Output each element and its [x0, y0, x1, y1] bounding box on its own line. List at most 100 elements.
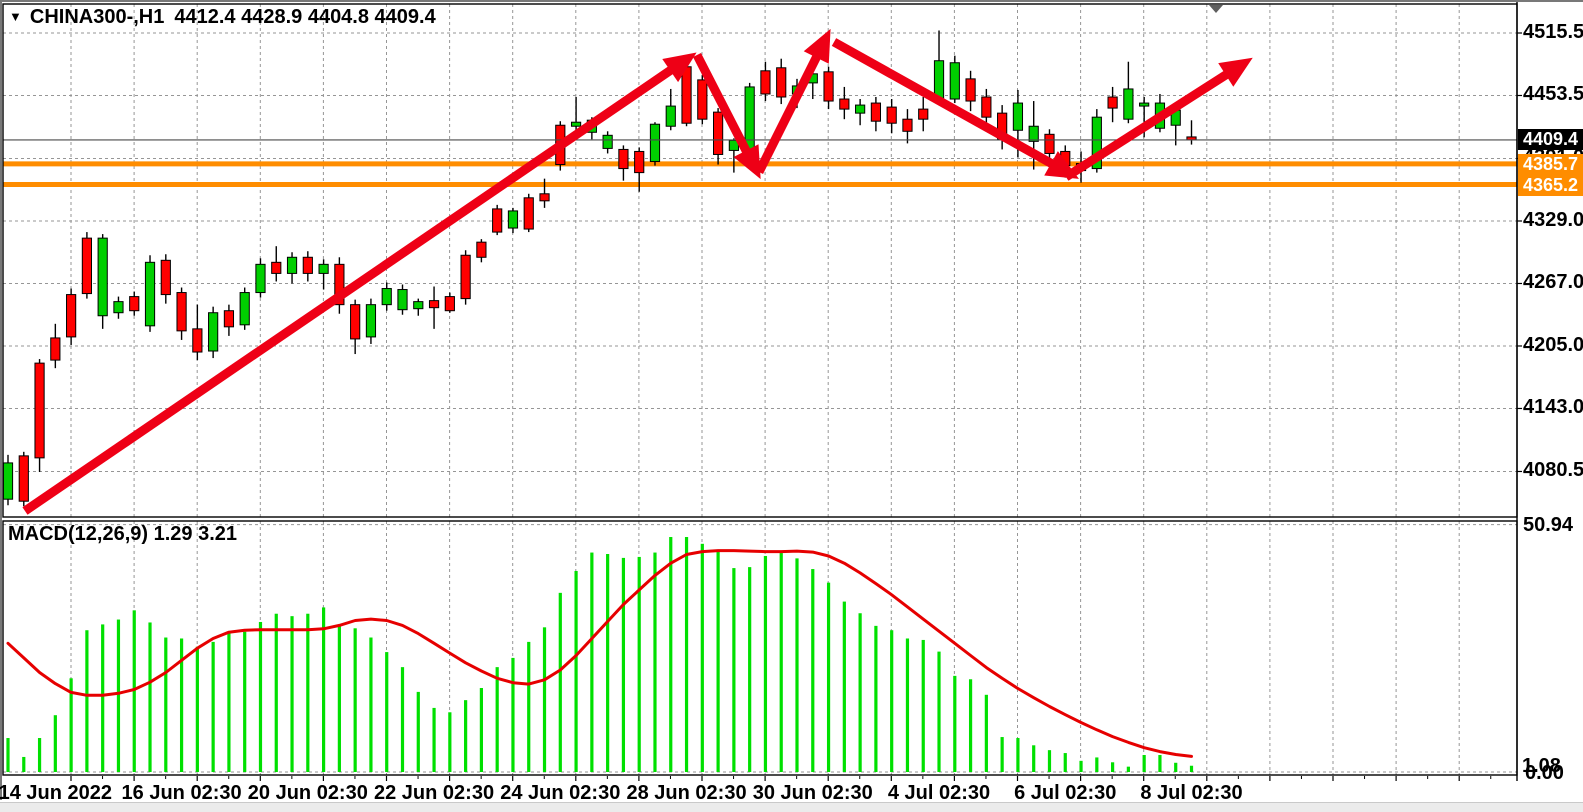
- macd-bar: [416, 691, 420, 772]
- macd-bar: [290, 616, 294, 772]
- price-axis-label: 4143.0: [1523, 396, 1583, 419]
- main-panel[interactable]: [3, 4, 1517, 517]
- macd-bar: [322, 607, 326, 772]
- current-bar-marker-icon: [1209, 5, 1223, 13]
- candle-body: [523, 197, 534, 230]
- macd-bar: [621, 557, 626, 772]
- macd-bar: [606, 554, 610, 772]
- macd-bar: [274, 613, 278, 772]
- trend-arrow-shaft[interactable]: [831, 38, 1062, 173]
- candle-body: [949, 62, 960, 100]
- price-axis-label: 4267.0: [1523, 271, 1583, 294]
- macd-bar: [243, 631, 247, 772]
- macd-bar: [164, 637, 168, 772]
- macd-bar: [211, 641, 215, 772]
- price-axis-label: 4205.0: [1523, 333, 1583, 356]
- time-axis-label: 24 Jun 02:30: [500, 782, 621, 804]
- macd-bar: [1189, 765, 1194, 772]
- trend-arrow-head: [662, 52, 697, 83]
- macd-bar: [511, 657, 515, 772]
- macd-axis-label: 50.94: [1523, 513, 1574, 536]
- candle-body: [18, 455, 29, 502]
- macd-bar: [369, 637, 373, 772]
- candle-body: [365, 304, 377, 338]
- trend-arrow-shaft[interactable]: [692, 52, 755, 162]
- candle-body: [239, 292, 250, 326]
- candle-body: [492, 208, 503, 233]
- macd-bar: [795, 558, 799, 772]
- candle-body: [1107, 96, 1118, 109]
- time-axis-label: 28 Jun 02:30: [626, 782, 747, 804]
- trend-arrow-shaft[interactable]: [1063, 65, 1237, 181]
- macd-bar: [558, 592, 562, 772]
- candle-body: [381, 288, 392, 306]
- macd-bar: [716, 551, 720, 772]
- candle-body: [413, 301, 424, 310]
- candle-body: [1028, 125, 1039, 142]
- macd-panel[interactable]: [3, 521, 1517, 775]
- macd-bar: [400, 667, 405, 772]
- collapse-chevron-icon[interactable]: ▼: [9, 9, 22, 24]
- time-axis-label: 22 Jun 02:30: [374, 782, 495, 804]
- candle-body: [902, 118, 913, 132]
- macd-histogram: [6, 537, 1194, 772]
- macd-indicator-label: MACD(12,26,9) 1.29 3.21: [8, 523, 238, 545]
- candle-body: [1044, 133, 1055, 154]
- macd-bar: [574, 571, 578, 772]
- candle-body: [286, 256, 298, 274]
- candle-body: [602, 134, 613, 149]
- macd-bar: [527, 641, 531, 772]
- candle-body: [823, 71, 834, 102]
- candle-body: [255, 263, 266, 294]
- price-axis-label: 4453.5: [1523, 83, 1583, 106]
- candle-body: [271, 261, 282, 274]
- candle-body: [460, 254, 471, 300]
- candle-body: [570, 121, 582, 127]
- macd-bar: [590, 552, 594, 772]
- candle-body: [1139, 102, 1150, 107]
- support-line-badge: 4385.7: [1518, 153, 1583, 175]
- macd-bar: [811, 569, 815, 772]
- macd-bar: [1079, 760, 1083, 772]
- macd-bar: [258, 621, 263, 772]
- macd-bar: [1111, 762, 1115, 772]
- macd-bar: [448, 712, 452, 772]
- candle-body: [713, 111, 724, 155]
- macd-bar: [732, 568, 736, 772]
- macd-bar: [653, 552, 657, 772]
- macd-bar: [116, 619, 121, 772]
- candle-body: [681, 66, 692, 124]
- candle-body: [665, 105, 676, 127]
- trend-arrow-head: [803, 28, 831, 64]
- time-axis-label: 20 Jun 02:30: [247, 782, 368, 804]
- macd-bar: [684, 537, 689, 772]
- macd-bar: [385, 652, 389, 772]
- candle-body: [1091, 116, 1102, 170]
- macd-bar: [1047, 750, 1052, 772]
- macd-bar: [22, 756, 26, 772]
- candle-body: [176, 292, 187, 332]
- window-chrome-top: [0, 0, 1583, 2]
- candle-body: [870, 102, 881, 122]
- trend-arrow-shaft[interactable]: [22, 61, 681, 515]
- macd-bar: [921, 639, 925, 772]
- window-chrome-left: [0, 0, 2, 800]
- trend-arrow-shaft[interactable]: [754, 46, 825, 175]
- candle-body: [97, 237, 108, 317]
- macd-bar: [179, 638, 184, 772]
- trend-arrows[interactable]: [22, 28, 1253, 515]
- macd-bar: [937, 651, 941, 772]
- macd-bar: [542, 627, 547, 772]
- support-line-badge: 4365.2: [1518, 174, 1583, 196]
- time-axis-label: 30 Jun 02:30: [752, 782, 873, 804]
- candle-body: [66, 294, 77, 338]
- candle-body: [839, 98, 850, 110]
- candle-body: [334, 263, 345, 306]
- macd-bar: [1000, 737, 1004, 772]
- candle-body: [428, 300, 440, 309]
- macd-bar: [1174, 762, 1178, 772]
- macd-bar: [85, 630, 89, 772]
- macd-bar: [132, 610, 136, 772]
- trend-arrow-head: [733, 144, 761, 180]
